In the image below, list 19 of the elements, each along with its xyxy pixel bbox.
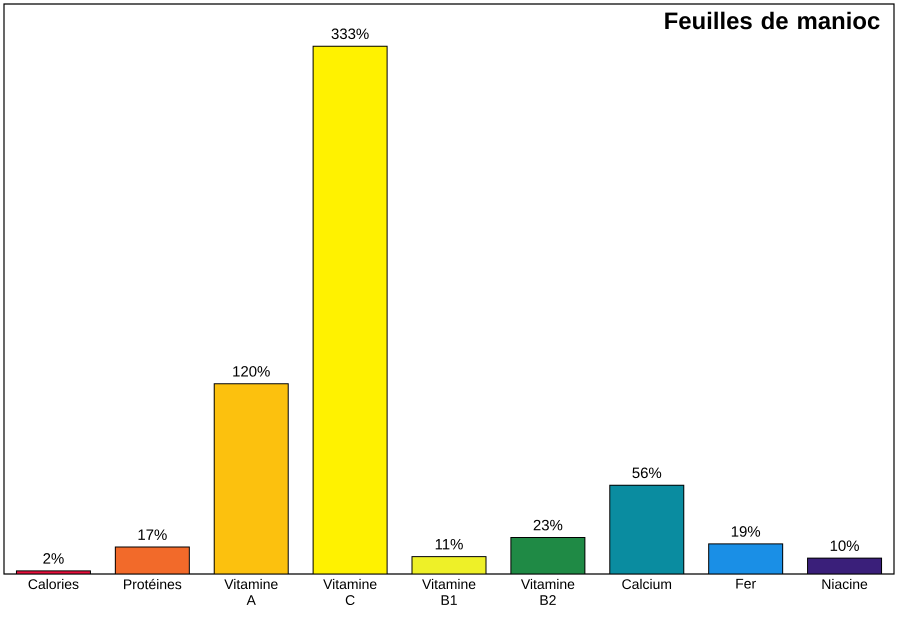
data-label: 10% [830, 540, 859, 552]
data-label: 333% [332, 28, 369, 40]
x-tick-label: Calories [28, 578, 79, 590]
data-label: 56% [632, 468, 662, 478]
data-label: 19% [732, 526, 760, 537]
data-label: 23% [534, 520, 562, 530]
x-tick-label: Vitamine A [224, 578, 278, 605]
x-tick-label: Calcium [622, 578, 672, 590]
x-tick-label: Vitamine C [323, 578, 376, 606]
data-label: 120% [233, 366, 270, 377]
data-label: 17% [138, 529, 167, 540]
x-tick-label: Fer [736, 578, 756, 589]
x-tick-label: Protéines [124, 578, 182, 590]
x-tick-label: Vitamine B1 [422, 578, 476, 605]
chart-title: Feuilles de manioc [665, 12, 880, 30]
x-tick-label: Vitamine B2 [520, 578, 574, 605]
data-label: 2% [43, 553, 64, 564]
x-tick-label: Niacine [822, 578, 868, 590]
data-label: 11% [436, 538, 463, 550]
